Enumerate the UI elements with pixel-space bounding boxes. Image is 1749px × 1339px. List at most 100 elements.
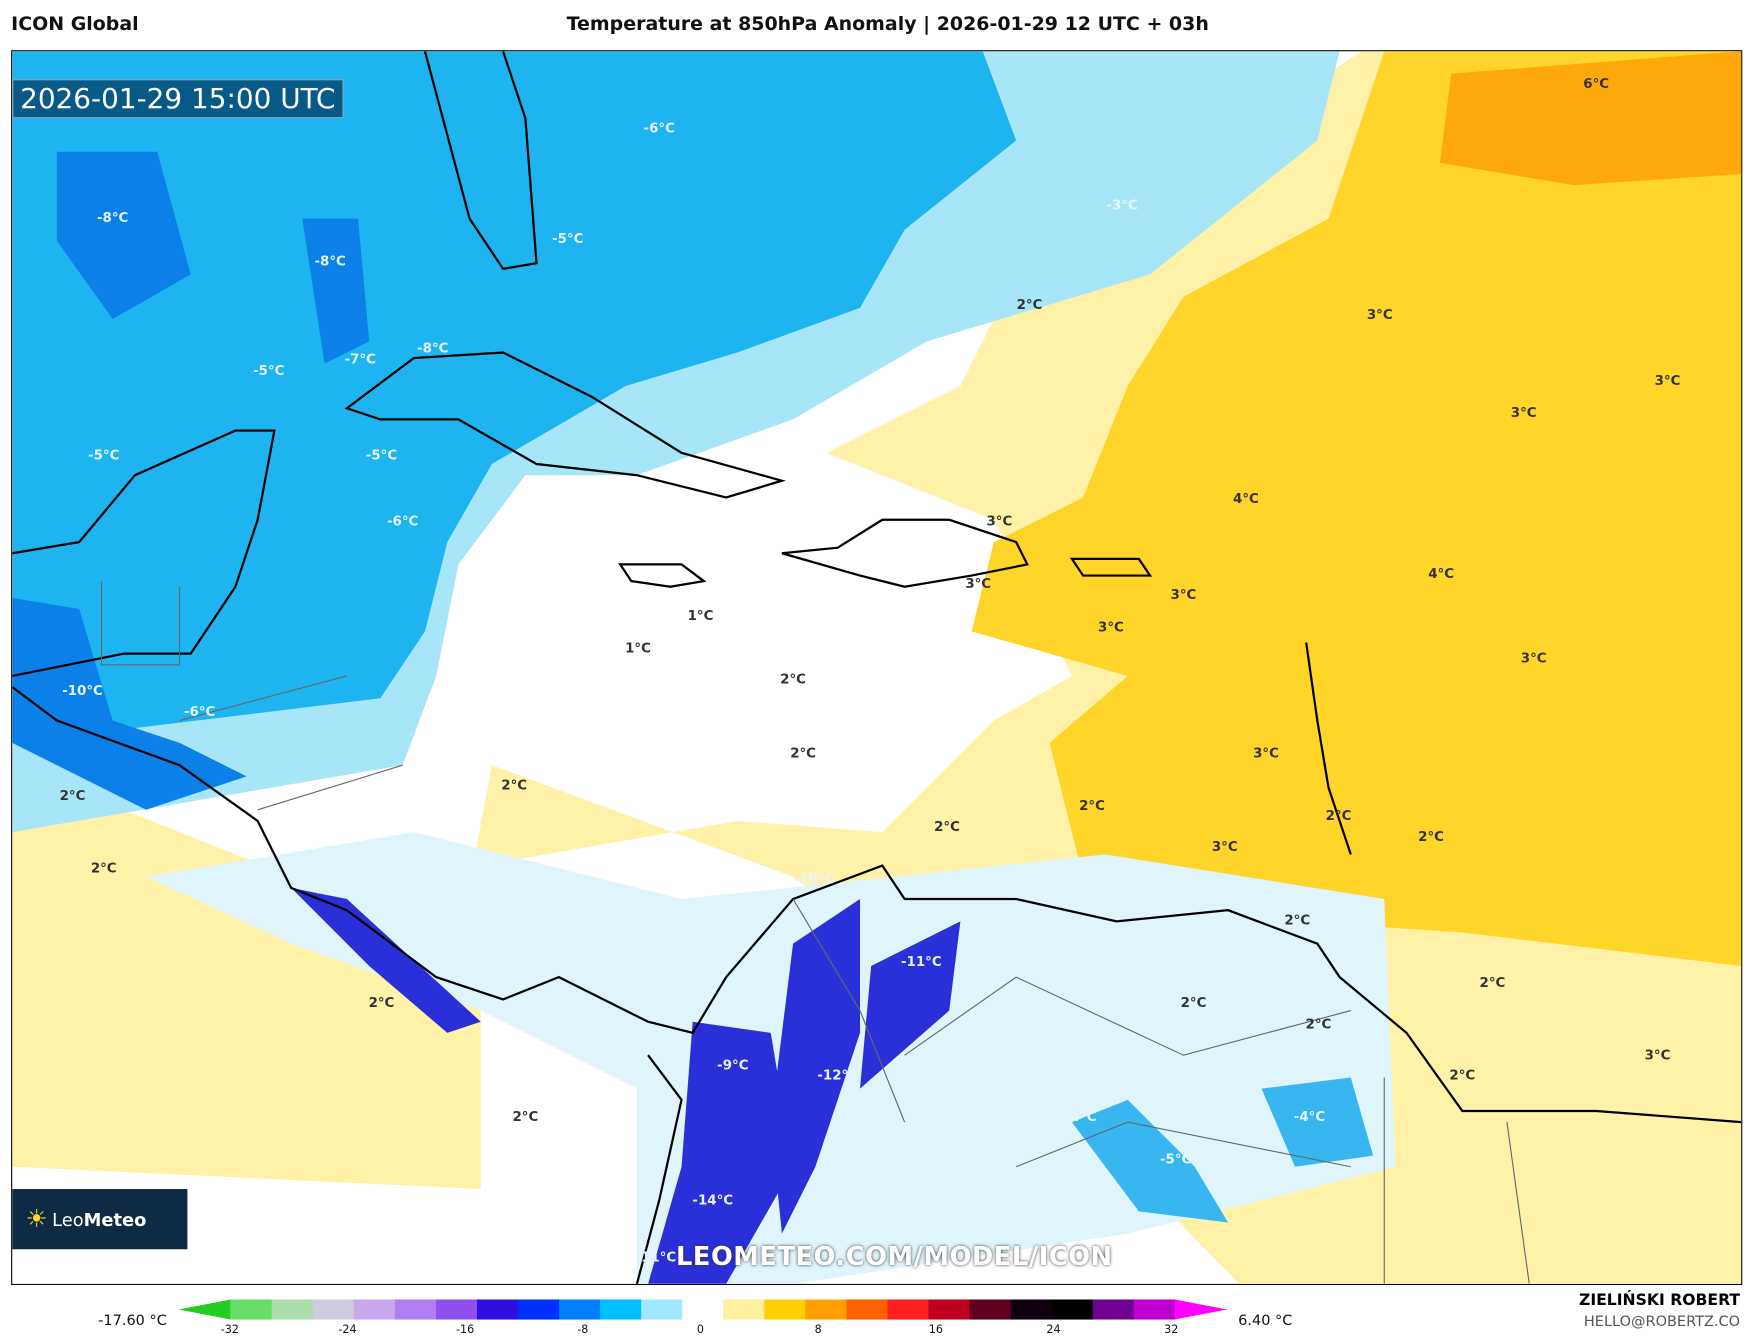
temperature-label: -5°C [88,449,119,464]
colorbar-swatch [271,1299,314,1320]
temperature-label: 2°C [780,673,806,688]
colorbar-swatch [1133,1299,1176,1320]
coastlines [12,51,1742,1284]
temperature-label: -6°C [184,705,215,720]
temperature-label: 3°C [1098,620,1124,635]
colorbar-tick: -32 [220,1324,239,1337]
watermark: LEOMETEO.COM/MODEL/ICON [675,1242,1113,1272]
colorbar [178,1299,1227,1320]
temperature-label: 2°C [1449,1069,1475,1084]
temperature-label: -9°C [380,914,411,929]
colorbar-swatch [846,1299,888,1320]
temperature-label: 2°C [60,789,86,804]
colorbar-swatch [476,1299,519,1320]
colorbar-tick: -24 [338,1324,357,1337]
temperature-label: 3°C [965,577,991,592]
temperature-label: -10°C [794,872,835,887]
model-name: ICON Global [11,13,139,36]
temperature-field: 6°C -6°C -8°C -8°C -5°C -3°C 2°C 3°C 3°C -8°C -7°C… [12,51,1742,1284]
colorbar-swatch [394,1299,437,1320]
temperature-label: -8°C [314,254,345,269]
temperature-labels: 6°C -6°C -8°C -8°C -5°C -3°C 2°C 3°C 3°C -8°C -7°C… [60,77,1681,1265]
colorbar-swatch [969,1299,1012,1320]
temperature-label: 2°C [1326,809,1352,824]
temperature-label: -11°C [901,955,942,970]
colorbar-swatch [682,1299,724,1320]
colorbar-swatch [353,1299,396,1320]
colorbar-swatch [312,1299,355,1320]
leometeo-logo[interactable]: ☀ Leo Meteo [12,1189,188,1250]
temperature-label: -4°C [307,882,338,897]
colorbar-tick: 16 [928,1324,943,1337]
colorbar-swatch [230,1299,273,1320]
colorbar-tick: 0 [696,1324,705,1337]
temperature-label: 3°C [1367,308,1393,323]
temperature-label: 1°C [625,642,651,657]
colorbar-tick: 24 [1046,1324,1061,1337]
deep-cold-zone [291,887,961,1284]
colorbar-swatch [1051,1299,1094,1320]
temperature-label: 3°C [1511,406,1537,421]
colorbar-tick: -16 [456,1324,475,1337]
temperature-label: 2°C [1181,996,1207,1011]
colorbar-tick: 32 [1164,1324,1179,1337]
temperature-label: 3°C [1645,1049,1671,1064]
temperature-label: 2°C [790,746,816,761]
temperature-label: 2°C [501,779,527,794]
temperature-label: -4°C [1065,1110,1096,1125]
colorbar-swatch [764,1299,806,1320]
colorbar-swatch [559,1299,601,1320]
colorbar-swatch [1092,1299,1135,1320]
map: 6°C -6°C -8°C -8°C -5°C -3°C 2°C 3°C 3°C -8°C -7°C… [11,50,1743,1285]
temperature-label: 2°C [369,996,395,1011]
temperature-label: -8°C [97,211,128,226]
warm-zone [971,51,1742,966]
author-email: HELLO@ROBERTZ.CO [1583,1313,1741,1331]
colorbar-swatch [1010,1299,1053,1320]
colorbar-swatch [518,1299,560,1320]
temperature-label: -5°C [366,449,397,464]
temperature-label: 2°C [1480,976,1506,991]
temperature-label: -3°C [1106,199,1137,214]
sun-icon: ☀ [25,1205,48,1234]
temperature-label: 2°C [1017,298,1043,313]
colorbar-swatch [435,1299,478,1320]
colorbar-swatch [723,1299,765,1320]
colorbar-swatch [928,1299,971,1320]
temperature-label: 2°C [1284,914,1310,929]
temperature-label: 2°C [91,861,117,876]
temperature-label: 3°C [1521,652,1547,667]
colorbar-swatch [600,1299,642,1320]
borders [100,581,1530,1284]
temperature-label: 2°C [1418,830,1444,845]
temperature-label: -7°C [345,353,376,368]
cold-patches [1071,1077,1374,1223]
temperature-label: -11°C [636,1251,677,1266]
temperature-label: 2°C [512,1110,538,1125]
temperature-label: -8°C [417,341,448,356]
colorbar-max-label: 6.40 °C [1238,1312,1293,1330]
temperature-label: 2°C [1079,799,1105,814]
temperature-label: 3°C [1212,840,1238,855]
temperature-label: -5°C [552,232,583,247]
colorbar-tick: -8 [577,1324,589,1337]
temperature-label: -5°C [253,364,284,379]
temperature-label: 4°C [1428,567,1454,582]
temperature-label: -6°C [644,122,675,137]
temperature-label: 3°C [987,514,1013,529]
temperature-label: -14°C [692,1194,733,1209]
colorbar-min-label: -17.60 °C [98,1312,167,1330]
logo-text-b: Meteo [83,1208,147,1230]
temperature-label: 3°C [1655,374,1681,389]
temperature-label: 3°C [1171,588,1197,603]
temperature-label: 2°C [1306,1017,1332,1032]
hot-zone [1440,51,1742,186]
temperature-label: 4°C [1233,492,1259,507]
colorbar-swatch [887,1299,930,1320]
valid-time: 2026-01-29 15:00 UTC [12,79,344,119]
temperature-label: 6°C [1583,77,1609,92]
temperature-label: -10°C [62,684,103,699]
temperature-label: 2°C [934,820,960,835]
chart-title: Temperature at 850hPa Anomaly | 2026-01-… [566,13,1209,36]
colorbar-swatch [805,1299,847,1320]
